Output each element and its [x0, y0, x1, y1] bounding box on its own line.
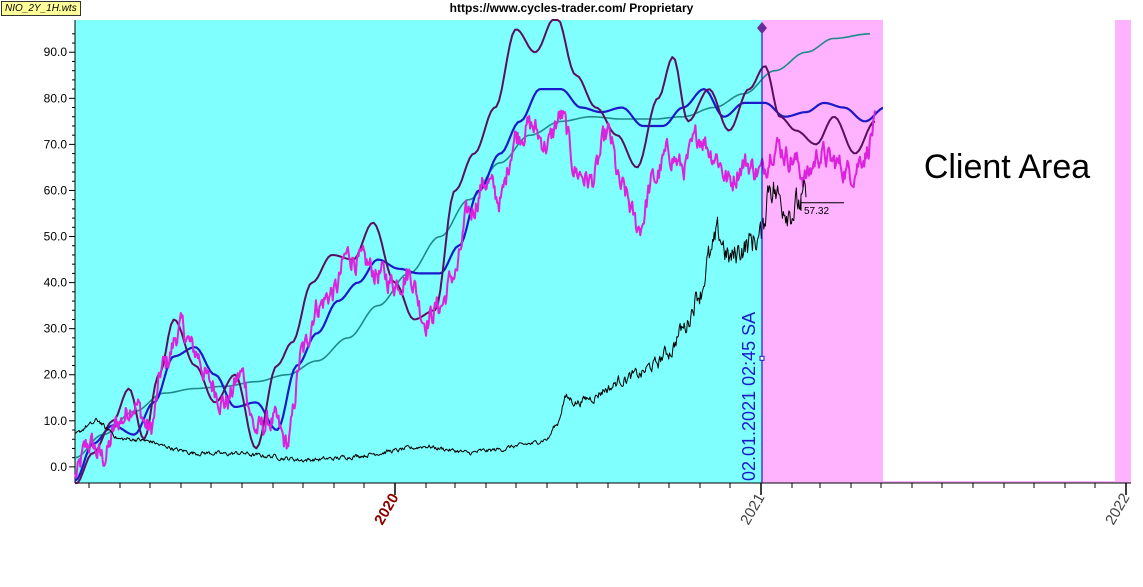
series-layer — [74, 19, 886, 484]
x-tick-label: 2021 — [737, 491, 768, 528]
file-tag: NIO_2Y_1H.wts — [1, 1, 81, 16]
y-tick-label: 60.0 — [44, 183, 68, 197]
series-teal — [74, 33, 871, 459]
client-area-panel — [883, 20, 1115, 481]
x-tick-label: 2020 — [371, 491, 402, 528]
x-tick-label: 2022 — [1102, 491, 1133, 528]
client-area-label: Client Area — [924, 148, 1090, 186]
price-tag-label: 57.32 — [804, 206, 829, 217]
series-dark_purple — [75, 19, 876, 484]
y-tick-label: 90.0 — [44, 45, 68, 59]
header-title: https://www.cycles-trader.com/ Proprieta… — [449, 1, 694, 15]
y-tick-label: 0.0 — [50, 460, 67, 474]
y-tick-label: 70.0 — [44, 137, 68, 151]
y-tick-label: 50.0 — [44, 230, 68, 244]
y-tick-label: 30.0 — [44, 322, 68, 336]
annotations: 02.01.2021 02:45 SA 57.32 — [739, 22, 844, 483]
y-tick-label: 10.0 — [44, 414, 68, 428]
region-0 — [75, 20, 762, 483]
cursor-handle — [759, 355, 765, 361]
series-magenta — [74, 109, 876, 479]
y-tick-label: 20.0 — [44, 368, 68, 382]
y-tick-label: 80.0 — [44, 91, 68, 105]
cursor-marker — [757, 22, 767, 34]
cursor-date-label: 02.01.2021 02:45 SA — [739, 312, 759, 481]
y-tick-label: 40.0 — [44, 276, 68, 290]
series-price — [74, 180, 807, 463]
